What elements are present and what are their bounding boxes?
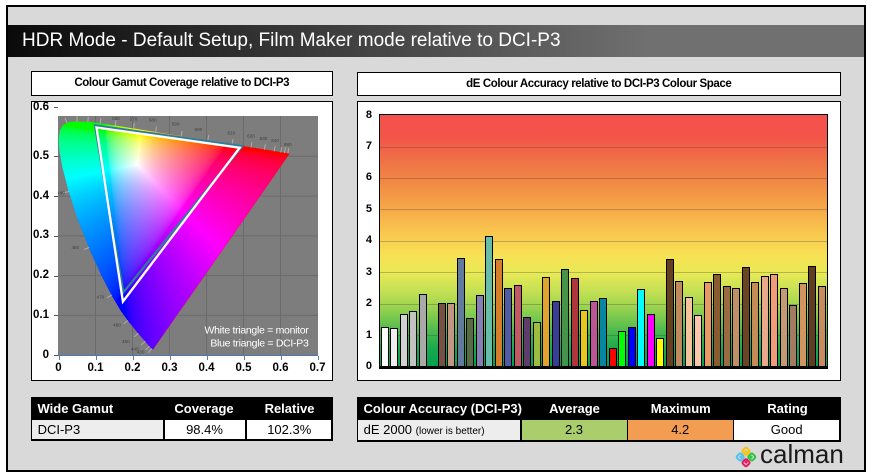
svg-text:460: 460 bbox=[113, 323, 121, 328]
svg-text:590: 590 bbox=[172, 121, 180, 126]
svg-text:640: 640 bbox=[271, 138, 279, 143]
svg-text:470: 470 bbox=[97, 294, 105, 299]
svg-text:Blue triangle = DCI-P3: Blue triangle = DCI-P3 bbox=[210, 338, 309, 350]
svg-text:620: 620 bbox=[247, 134, 255, 139]
svg-text:570: 570 bbox=[130, 117, 138, 122]
svg-text:440: 440 bbox=[131, 346, 139, 351]
svg-text:450: 450 bbox=[122, 339, 130, 344]
svg-text:580: 580 bbox=[149, 118, 157, 123]
svg-text:600: 600 bbox=[194, 127, 202, 132]
svg-text:560: 560 bbox=[112, 116, 120, 121]
svg-text:White triangle = monitor: White triangle = monitor bbox=[205, 325, 310, 337]
svg-text:490: 490 bbox=[58, 191, 65, 196]
svg-text:480: 480 bbox=[71, 245, 79, 250]
svg-text:630: 630 bbox=[260, 136, 268, 141]
svg-text:680: 680 bbox=[284, 142, 292, 147]
svg-text:610: 610 bbox=[227, 131, 235, 136]
svg-text:430: 430 bbox=[137, 350, 145, 355]
